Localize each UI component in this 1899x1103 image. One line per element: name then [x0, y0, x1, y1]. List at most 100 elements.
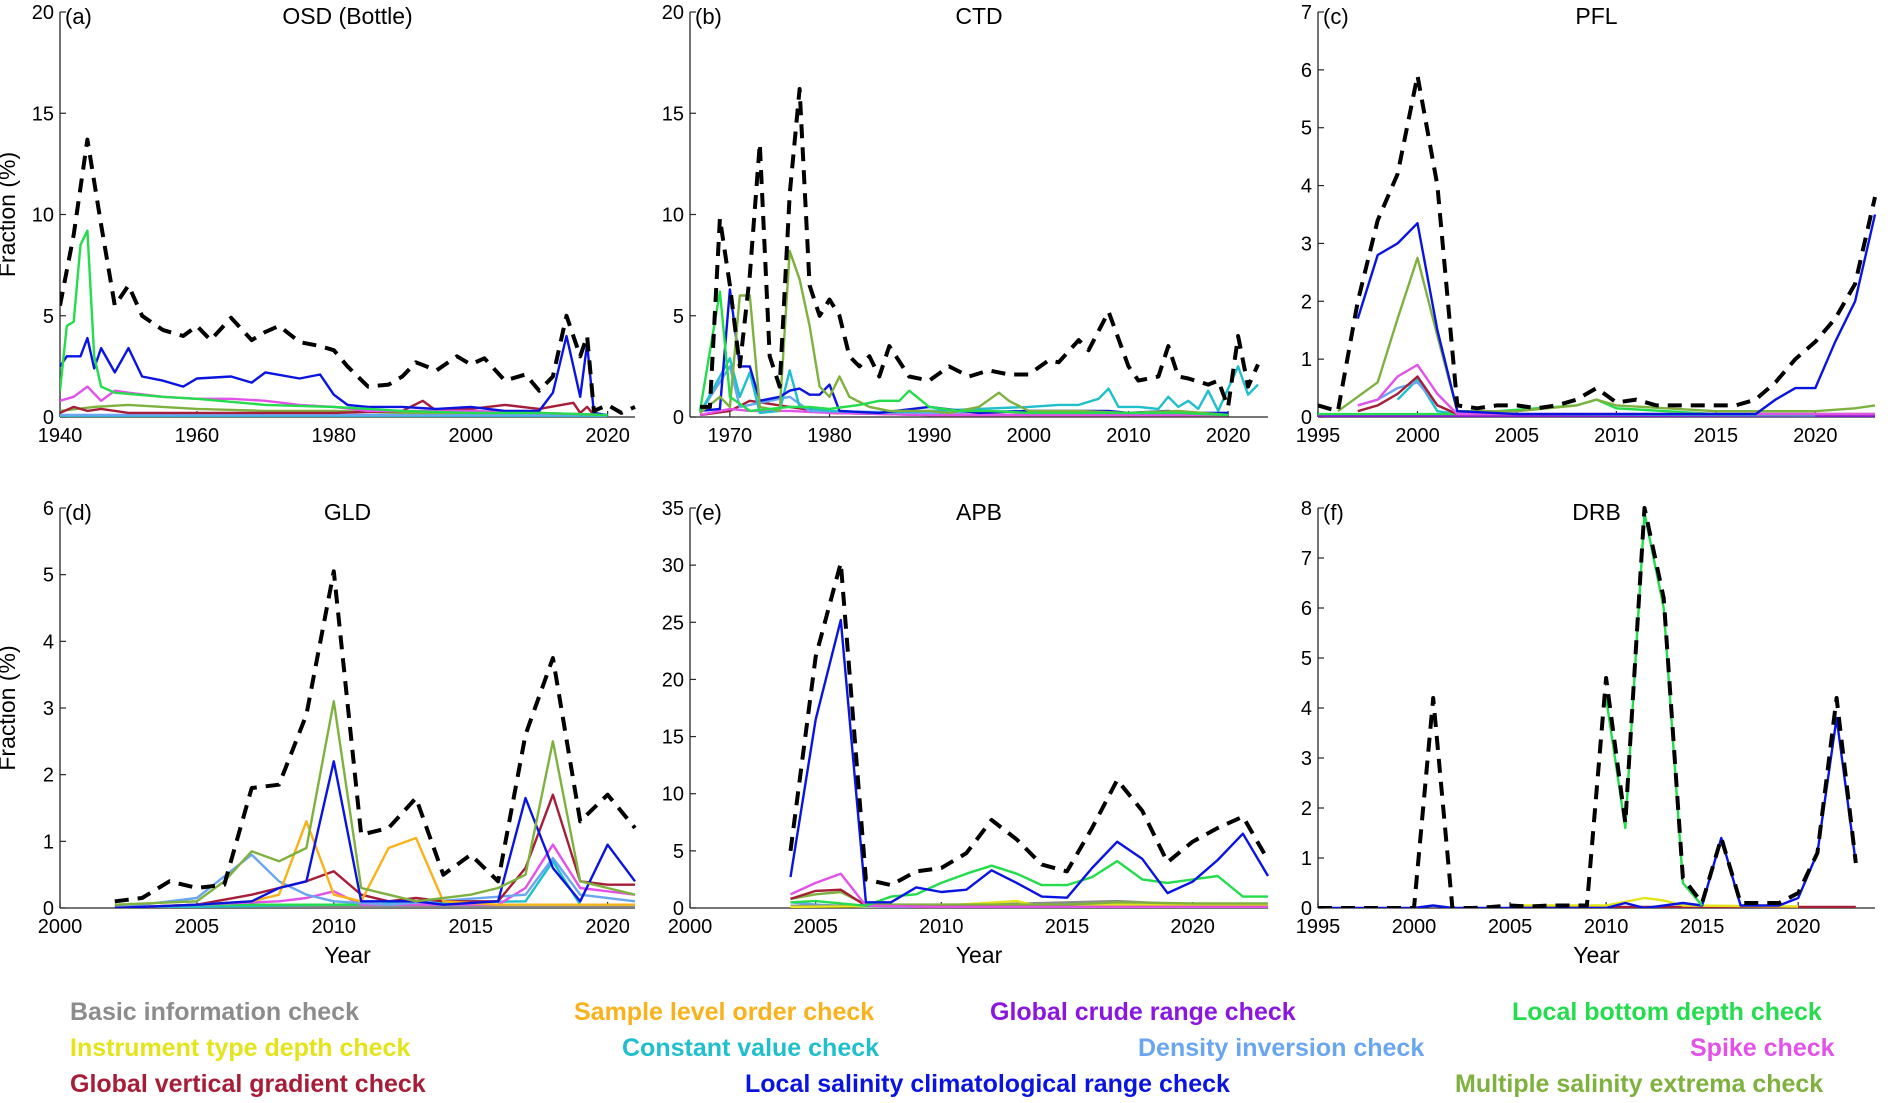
- y-tick-label: 10: [662, 205, 684, 227]
- y-tick-label: 20: [662, 669, 684, 691]
- x-tick-label: 2020: [1776, 916, 1821, 938]
- y-tick-label: 30: [662, 555, 684, 577]
- y-tick-label: 0: [43, 407, 54, 429]
- x-tick-label: 1960: [175, 425, 220, 447]
- panel-title: OSD (Bottle): [282, 3, 412, 29]
- y-tick-label: 3: [43, 698, 54, 720]
- y-tick-label: 15: [662, 727, 684, 749]
- y-tick-label: 0: [43, 898, 54, 920]
- x-tick-label: 2005: [1488, 916, 1533, 938]
- y-tick-label: 7: [1301, 548, 1312, 570]
- y-tick-label: 10: [662, 784, 684, 806]
- x-tick-label: 2010: [312, 916, 357, 938]
- panel-title: APB: [956, 499, 1002, 525]
- series-total: [1318, 506, 1858, 908]
- x-tick-label: 2020: [1170, 916, 1215, 938]
- x-tick-label: 2000: [448, 425, 493, 447]
- x-tick-label: 2010: [1594, 425, 1639, 447]
- y-tick-label: 5: [43, 306, 54, 328]
- series-total: [60, 137, 636, 415]
- series-local-bottom-depth-check: [60, 229, 608, 417]
- x-tick-label: 1940: [38, 425, 83, 447]
- series-total: [700, 87, 1260, 409]
- series-multiple-salinity-extrema-check: [790, 890, 1268, 906]
- x-tick-label: 2000: [668, 916, 713, 938]
- panel-osd-bottle: 1940 1960 1980 2000 2020 0 5 10 15 20 (a) OSD (Bott…: [0, 2, 636, 447]
- x-tick-label: 2020: [585, 916, 630, 938]
- panel-title: CTD: [955, 3, 1002, 29]
- x-tick-label: 1995: [1296, 425, 1341, 447]
- plot-lines: [60, 137, 636, 417]
- y-tick-label: 2: [43, 765, 54, 787]
- plot-lines: [698, 87, 1260, 417]
- series-spike-check: [790, 872, 1268, 908]
- series-local-salinity-climatological-range-check: [1356, 214, 1877, 416]
- series-total: [114, 569, 637, 904]
- x-tick-label: 2010: [1106, 425, 1151, 447]
- x-tick-label: 1990: [907, 425, 952, 447]
- panel-pfl: 1995 2000 2005 2010 2015 2020 0 1 2 3 4 5 6 7 (c) PFL: [1296, 2, 1877, 447]
- y-tick-label: 4: [1301, 176, 1312, 198]
- panel-title: PFL: [1575, 3, 1617, 29]
- series-global-vertical-gradient-check: [114, 793, 635, 908]
- y-tick-label: 6: [43, 498, 54, 520]
- plot-lines: [1318, 506, 1858, 908]
- panel-drb: 1995 2000 2005 2010 2015 2020 0 1 2 3 4 5 6 7 8 (f) DRB Y…: [1296, 498, 1875, 968]
- x-tick-label: 2020: [585, 425, 630, 447]
- y-tick-label: 5: [1301, 118, 1312, 140]
- x-tick-label: 2010: [919, 916, 964, 938]
- panel-label: (b): [695, 4, 722, 29]
- x-tick-label: 2015: [1045, 916, 1090, 938]
- y-tick-label: 1: [43, 831, 54, 853]
- series-local-bottom-depth-check: [1604, 511, 1704, 907]
- y-tick-label: 1: [1301, 349, 1312, 371]
- x-tick-label: 1980: [312, 425, 357, 447]
- y-tick-label: 0: [1301, 407, 1312, 429]
- series-density-inversion-check: [114, 853, 636, 908]
- x-axis-label: Year: [1573, 942, 1620, 968]
- y-tick-label: 25: [662, 612, 684, 634]
- y-axis-label: Fraction (%): [0, 645, 20, 770]
- x-tick-label: 1970: [708, 425, 753, 447]
- x-tick-label: 2010: [1584, 916, 1629, 938]
- y-tick-label: 5: [1301, 648, 1312, 670]
- y-tick-label: 4: [43, 631, 54, 653]
- x-tick-label: 2015: [1680, 916, 1725, 938]
- y-tick-label: 20: [662, 2, 684, 24]
- plot-lines: [114, 569, 637, 908]
- y-tick-label: 0: [673, 898, 684, 920]
- y-tick-label: 6: [1301, 598, 1312, 620]
- y-tick-label: 2: [1301, 291, 1312, 313]
- y-tick-label: 0: [1301, 898, 1312, 920]
- y-tick-label: 4: [1301, 698, 1312, 720]
- x-tick-label: 2000: [1395, 425, 1440, 447]
- series-total: [788, 560, 1270, 888]
- panel-label: (f): [1323, 500, 1344, 525]
- panel-title: GLD: [324, 499, 371, 525]
- y-tick-label: 5: [673, 306, 684, 328]
- series-local-salinity-climatological-range-check: [114, 760, 636, 908]
- x-axis-label: Year: [956, 942, 1003, 968]
- panel-label: (e): [695, 500, 722, 525]
- x-tick-label: 2015: [1694, 425, 1739, 447]
- series-local-salinity-climatological-range-check: [60, 334, 608, 417]
- x-tick-label: 1995: [1296, 916, 1341, 938]
- y-tick-label: 7: [1301, 2, 1312, 24]
- y-tick-label: 3: [1301, 233, 1312, 255]
- series-spike-check: [114, 843, 636, 908]
- plot-lines: [788, 560, 1270, 908]
- x-tick-label: 2020: [1793, 425, 1838, 447]
- plot-lines: [1318, 73, 1877, 417]
- y-tick-label: 15: [662, 103, 684, 125]
- series-local-bottom-depth-check: [698, 290, 1229, 417]
- y-tick-label: 6: [1301, 60, 1312, 82]
- y-tick-label: 8: [1301, 498, 1312, 520]
- y-tick-label: 3: [1301, 748, 1312, 770]
- series-local-salinity-climatological-range-check: [699, 288, 1229, 415]
- x-tick-label: 1980: [807, 425, 852, 447]
- panel-gld: 2000 2005 2010 2015 2020 0 1 2 3 4 5 6 (d) GLD Fractio…: [0, 498, 637, 968]
- panel-title: DRB: [1572, 499, 1621, 525]
- y-tick-label: 35: [662, 498, 684, 520]
- x-tick-label: 2000: [1392, 916, 1437, 938]
